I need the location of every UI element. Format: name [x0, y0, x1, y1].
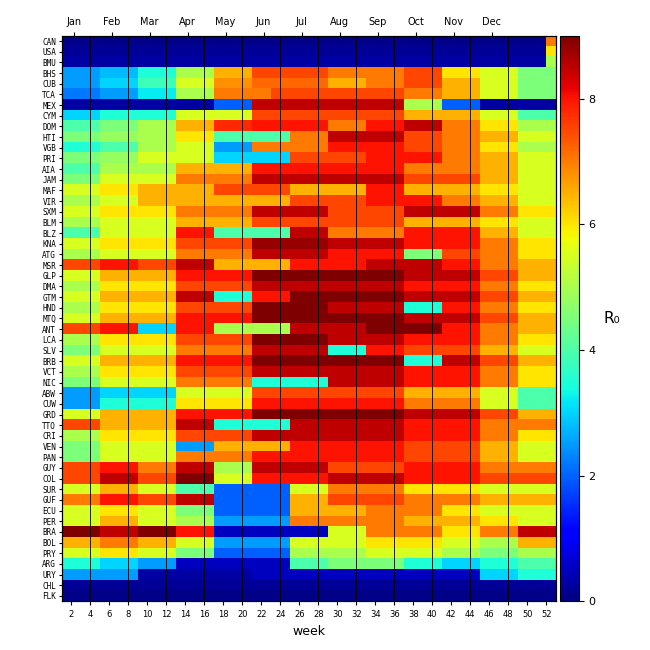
X-axis label: week: week	[292, 625, 325, 638]
Y-axis label: R₀: R₀	[604, 311, 620, 326]
